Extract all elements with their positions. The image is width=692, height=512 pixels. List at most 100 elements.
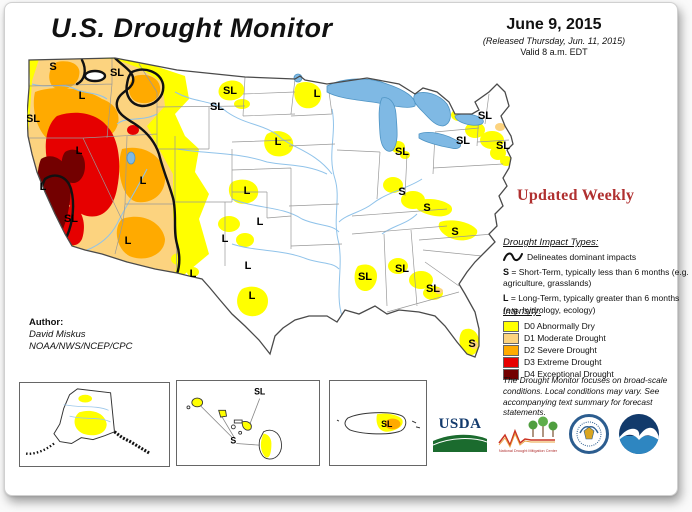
usda-field-icon	[433, 434, 487, 452]
impact-label-s: S	[423, 202, 430, 214]
intensity-swatch-d0	[503, 320, 519, 332]
dept-of-commerce-seal	[569, 414, 609, 454]
intensity-label-d2: D2 Severe Drought	[524, 345, 597, 356]
impact-label-sl: SL	[456, 135, 470, 147]
intensity-row-d2: D2 Severe Drought	[503, 344, 689, 356]
intensity-swatch-d4	[503, 368, 519, 380]
impact-label-sl: SL	[381, 419, 393, 429]
intensity-row-d3: D3 Extreme Drought	[503, 356, 689, 368]
usda-logo-text: USDA	[438, 415, 482, 432]
author-org: NOAA/NWS/NCEP/CPC	[29, 340, 133, 352]
rivers	[31, 83, 423, 317]
impact-label-sl: SL	[496, 140, 510, 152]
impact-label-l: L	[244, 185, 251, 197]
alaska-rivers	[63, 404, 111, 423]
long-term-definition: L = Long-Term, typically greater than 6 …	[503, 293, 680, 315]
impact-label-l: L	[275, 136, 282, 148]
impact-label-sl: SL	[478, 110, 492, 122]
impact-label-s: S	[468, 338, 475, 350]
impact-label-l: L	[249, 290, 256, 302]
noaa-seagull-icon	[619, 427, 659, 440]
impact-types-legend: Drought Impact Types: Delineates dominan…	[503, 237, 689, 320]
page-title: U.S. Drought Monitor	[51, 13, 333, 43]
short-term-definition: S = Short-Term, typically less than 6 mo…	[503, 266, 689, 288]
impact-label-sl: SL	[27, 113, 40, 125]
great-lakes	[126, 73, 484, 165]
intensity-row-d1: D1 Moderate Drought	[503, 332, 689, 344]
impact-label-s: S	[230, 435, 236, 445]
impact-label-l: L	[79, 90, 86, 102]
impact-label-l: L	[314, 88, 321, 100]
impact-label-l: L	[257, 216, 264, 228]
intensity-row-d0: D0 Abnormally Dry	[503, 320, 689, 332]
impact-label-sl: SL	[395, 146, 409, 158]
impact-label-l: L	[190, 268, 197, 280]
impact-label-s: S	[451, 226, 458, 238]
release-date: (Released Thursday, Jun. 11, 2015)	[482, 36, 626, 46]
agency-logos: USDA National Drought Mitigation Center	[433, 407, 681, 461]
impact-label-sl: SL	[210, 101, 224, 113]
aleutian-islands	[24, 442, 55, 455]
alaska-d0-patch-south	[74, 410, 107, 436]
alaska-inset-map	[19, 382, 170, 467]
puerto-rico-inset-map: SL	[329, 380, 427, 466]
impact-label-sl: SL	[358, 271, 372, 283]
us-outline	[27, 57, 514, 358]
author-block: Author: David Miskus NOAA/NWS/NCEP/CPC	[29, 317, 132, 353]
impact-label-sl: SL	[110, 67, 124, 79]
ndmc-caption: National Drought Mitigation Center	[499, 449, 558, 453]
intensity-heading: Intensity:	[503, 306, 542, 317]
alaska-panhandle	[113, 430, 151, 455]
small-islands	[336, 419, 421, 429]
intensity-label-d4: D4 Exceptional Drought	[524, 369, 614, 380]
updated-weekly-note: Updated Weekly	[517, 187, 635, 204]
intensity-swatch-d3	[503, 356, 519, 368]
impact-label-sl: SL	[426, 283, 440, 295]
author-name: David Miskus	[29, 328, 86, 340]
intensity-legend: Intensity: D0 Abnormally Dry D1 Moderate …	[503, 306, 689, 381]
delineation-squiggle-icon	[503, 252, 523, 262]
intensity-swatch-d2	[503, 344, 519, 356]
hawaii-islands	[186, 397, 282, 460]
impact-label-l: L	[76, 145, 83, 157]
date-block: June 9, 2015 (Released Thursday, Jun. 11…	[429, 15, 679, 59]
impact-label-l: L	[245, 260, 252, 272]
drought-areas	[27, 58, 512, 356]
valid-time: Valid 8 a.m. EDT	[520, 47, 588, 58]
hawaii-inset-map: SL S	[176, 380, 320, 466]
impact-label-l: L	[40, 181, 47, 193]
impact-label-l: L	[222, 233, 229, 245]
alaska-d0-patch-north	[78, 394, 93, 403]
ndmc-logo: National Drought Mitigation Center	[498, 416, 558, 453]
author-heading: Author:	[29, 317, 64, 328]
commerce-eagle-icon	[576, 421, 602, 447]
footnote: The Drought Monitor focuses on broad-sca…	[503, 375, 668, 418]
intensity-rows: D0 Abnormally Dry D1 Moderate Drought D2 S…	[503, 320, 689, 380]
impact-label-l: L	[140, 175, 147, 187]
usda-logo: USDA	[433, 415, 487, 452]
impact-label-sl: SL	[64, 213, 78, 225]
impact-label-s: S	[49, 61, 56, 73]
intensity-label-d0: D0 Abnormally Dry	[524, 321, 595, 332]
noaa-logo	[619, 414, 659, 454]
puerto-rico-impact-labels: SL	[381, 419, 393, 429]
puerto-rico-d2-area	[384, 418, 401, 430]
intensity-row-d4: D4 Exceptional Drought	[503, 368, 689, 380]
impact-label-sl: SL	[254, 387, 266, 397]
impact-types-heading: Drought Impact Types:	[503, 237, 599, 248]
impact-label-l: L	[125, 235, 132, 247]
intensity-label-d3: D3 Extreme Drought	[524, 357, 602, 368]
impact-label-sl: SL	[223, 85, 237, 97]
map-date: June 9, 2015	[506, 16, 602, 33]
impact-label-sl: SL	[395, 263, 409, 275]
hawaii-impact-labels: SL S	[230, 387, 266, 446]
hawaii-callout-lines	[198, 398, 264, 446]
impact-label-s: S	[398, 186, 405, 198]
intensity-swatch-d1	[503, 332, 519, 344]
page-card: U.S. Drought Monitor June 9, 2015 (Relea…	[4, 2, 689, 496]
impact-delineation-lines	[39, 58, 181, 276]
intensity-label-d1: D1 Moderate Drought	[524, 333, 606, 344]
